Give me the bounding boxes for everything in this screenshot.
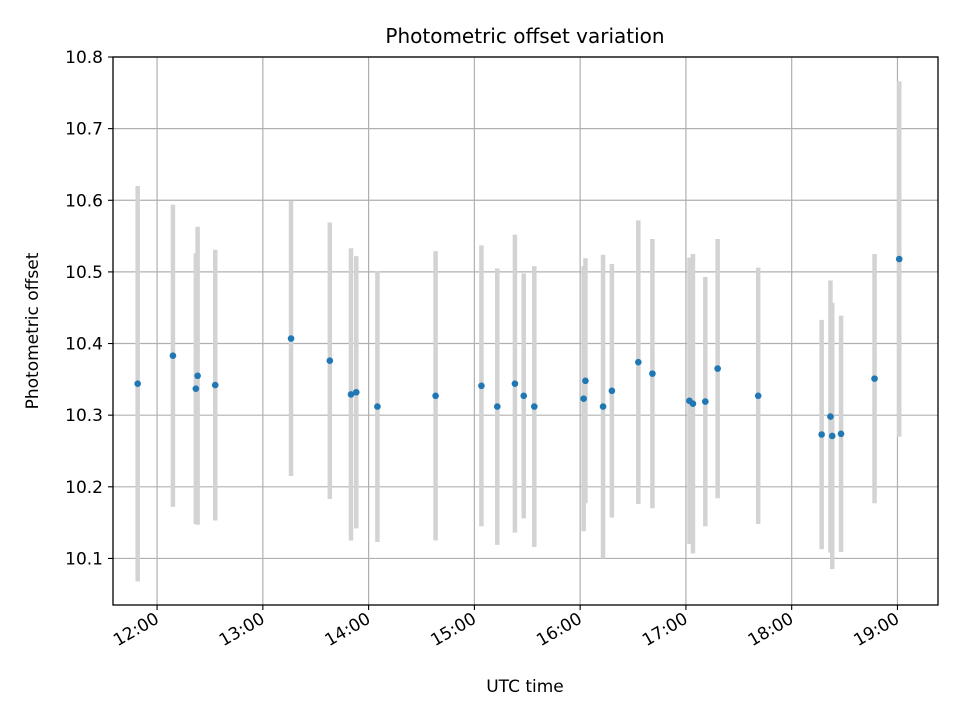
data-points — [134, 255, 903, 440]
y-tick-label: 10.7 — [65, 120, 103, 140]
data-point — [818, 431, 825, 438]
data-point — [211, 381, 219, 389]
data-point — [531, 403, 538, 410]
data-point — [649, 370, 656, 377]
data-point — [352, 388, 360, 396]
data-point — [169, 352, 177, 360]
x-axis-label: UTC time — [486, 677, 564, 697]
data-point — [192, 385, 200, 392]
data-point — [347, 391, 355, 398]
data-point — [871, 375, 878, 382]
data-point — [689, 400, 697, 408]
data-point — [582, 377, 589, 385]
y-tick-label: 10.6 — [65, 191, 103, 211]
data-point — [828, 432, 836, 440]
data-point — [432, 392, 439, 400]
data-point — [837, 430, 845, 438]
data-point — [134, 380, 141, 387]
y-tick-label: 10.4 — [65, 335, 103, 355]
y-axis-label: Photometric offset — [23, 252, 43, 409]
chart-title: Photometric offset variation — [385, 24, 664, 48]
data-point — [374, 403, 381, 410]
data-point — [326, 357, 334, 365]
data-point — [608, 387, 616, 395]
data-point — [580, 395, 587, 402]
data-point — [194, 372, 201, 380]
data-point — [493, 403, 501, 410]
y-tick-label: 10.3 — [65, 406, 103, 426]
data-point — [827, 413, 834, 420]
plot-area-frame — [112, 56, 939, 606]
data-point — [287, 335, 295, 342]
y-tick-label: 10.1 — [65, 549, 103, 569]
y-tick-label: 10.5 — [65, 263, 103, 283]
data-point — [599, 403, 607, 410]
data-point — [754, 392, 762, 400]
data-point — [702, 398, 709, 405]
y-tick-label: 10.2 — [65, 478, 103, 498]
data-point — [478, 382, 485, 390]
y-axis-ticks: 10.1 10.2 10.3 10.4 10.5 10.6 10.7 10.8 — [65, 48, 113, 569]
data-point — [895, 255, 903, 263]
data-point — [714, 365, 721, 372]
y-tick-label: 10.8 — [65, 48, 103, 68]
data-point — [511, 380, 519, 387]
data-point — [635, 358, 642, 366]
data-point — [520, 392, 528, 400]
